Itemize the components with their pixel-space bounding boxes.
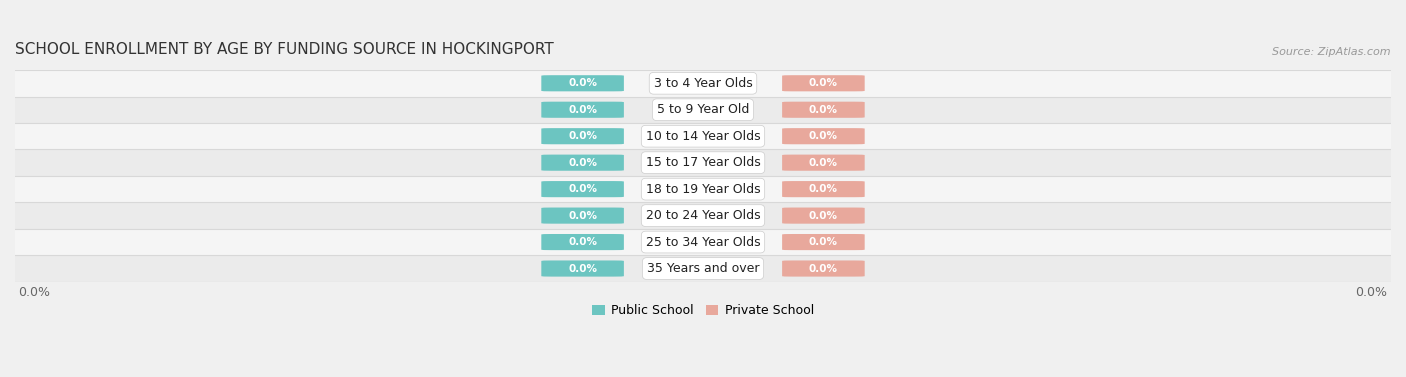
FancyBboxPatch shape — [541, 128, 624, 144]
Text: 0.0%: 0.0% — [808, 105, 838, 115]
Bar — [15, 149, 1391, 176]
Text: 0.0%: 0.0% — [808, 158, 838, 168]
Text: 0.0%: 0.0% — [808, 184, 838, 194]
Text: 0.0%: 0.0% — [568, 264, 598, 274]
Text: 0.0%: 0.0% — [568, 237, 598, 247]
FancyBboxPatch shape — [541, 75, 624, 91]
FancyBboxPatch shape — [541, 102, 624, 118]
FancyBboxPatch shape — [782, 207, 865, 224]
FancyBboxPatch shape — [782, 75, 865, 91]
Text: 20 to 24 Year Olds: 20 to 24 Year Olds — [645, 209, 761, 222]
Legend: Public School, Private School: Public School, Private School — [588, 299, 818, 322]
Text: 0.0%: 0.0% — [808, 131, 838, 141]
Text: 18 to 19 Year Olds: 18 to 19 Year Olds — [645, 182, 761, 196]
Text: 0.0%: 0.0% — [568, 211, 598, 221]
FancyBboxPatch shape — [782, 128, 865, 144]
Text: 35 Years and over: 35 Years and over — [647, 262, 759, 275]
FancyBboxPatch shape — [541, 261, 624, 277]
Bar — [15, 202, 1391, 229]
Text: 0.0%: 0.0% — [568, 131, 598, 141]
Text: 0.0%: 0.0% — [568, 105, 598, 115]
Text: 0.0%: 0.0% — [808, 237, 838, 247]
Text: 0.0%: 0.0% — [1355, 286, 1388, 299]
FancyBboxPatch shape — [541, 155, 624, 171]
Text: 15 to 17 Year Olds: 15 to 17 Year Olds — [645, 156, 761, 169]
FancyBboxPatch shape — [782, 234, 865, 250]
Text: 0.0%: 0.0% — [568, 158, 598, 168]
Text: 10 to 14 Year Olds: 10 to 14 Year Olds — [645, 130, 761, 143]
Text: 3 to 4 Year Olds: 3 to 4 Year Olds — [654, 77, 752, 90]
Bar — [15, 123, 1391, 149]
Text: 5 to 9 Year Old: 5 to 9 Year Old — [657, 103, 749, 116]
Text: 25 to 34 Year Olds: 25 to 34 Year Olds — [645, 236, 761, 248]
Text: 0.0%: 0.0% — [808, 264, 838, 274]
Bar — [15, 70, 1391, 97]
FancyBboxPatch shape — [782, 181, 865, 197]
FancyBboxPatch shape — [541, 207, 624, 224]
FancyBboxPatch shape — [541, 181, 624, 197]
FancyBboxPatch shape — [782, 261, 865, 277]
Text: 0.0%: 0.0% — [808, 211, 838, 221]
FancyBboxPatch shape — [782, 102, 865, 118]
Text: 0.0%: 0.0% — [18, 286, 51, 299]
Text: 0.0%: 0.0% — [568, 78, 598, 88]
Bar — [15, 229, 1391, 255]
Bar — [15, 255, 1391, 282]
Text: 0.0%: 0.0% — [568, 184, 598, 194]
Bar — [15, 97, 1391, 123]
Text: Source: ZipAtlas.com: Source: ZipAtlas.com — [1272, 48, 1391, 57]
Bar — [15, 176, 1391, 202]
Text: 0.0%: 0.0% — [808, 78, 838, 88]
FancyBboxPatch shape — [782, 155, 865, 171]
FancyBboxPatch shape — [541, 234, 624, 250]
Text: SCHOOL ENROLLMENT BY AGE BY FUNDING SOURCE IN HOCKINGPORT: SCHOOL ENROLLMENT BY AGE BY FUNDING SOUR… — [15, 42, 554, 57]
